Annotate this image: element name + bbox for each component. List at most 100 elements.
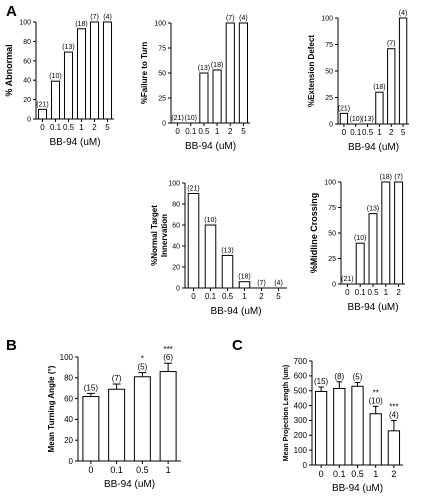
x-tick-label: 2 [92,123,97,132]
panel-letter-b: B [6,337,17,354]
sample-size-label: (8) [334,372,344,381]
x-tick-label: 1 [166,465,171,475]
y-tick-label: 100 [154,20,166,27]
bar [381,181,391,285]
x-axis-title: BB-94 (uM) [348,142,399,153]
bar [368,213,378,285]
bar [333,387,346,466]
bar [204,224,217,289]
y-tick-label: 20 [64,436,73,445]
y-tick-label: 20 [172,264,180,271]
sample-size-label: (4) [274,280,283,287]
y-tick-label: 500 [294,387,308,396]
sample-size-label: (21) [341,276,353,283]
y-tick-label: 75 [158,45,166,52]
sample-size-label: (7) [257,280,266,287]
x-tick-label: 0.1 [350,128,362,137]
sample-size-label: (4) [399,10,408,17]
y-axis-title: % Abnormal [4,44,14,96]
bar [159,371,177,462]
x-tick-label: 0 [191,292,196,301]
x-tick-label: 0.5 [222,292,234,301]
y-tick-label: 0 [176,285,180,292]
bar [387,48,396,125]
sample-size-label: (10) [350,116,362,123]
sample-size-label: (18) [75,21,87,28]
bar [187,193,200,289]
y-tick-label: 80 [23,39,31,46]
x-tick-label: 0 [175,127,180,136]
y-tick-label: 0 [69,457,74,466]
x-tick-label: 2 [396,288,401,297]
y-tick-label: 20 [23,97,31,104]
x-tick-label: 0.5 [362,128,374,137]
y-tick-label: 25 [328,256,336,263]
significance-label: *** [389,402,398,411]
sample-size-label: (7) [112,374,122,383]
chart-6: 0 20 40 60 80 100 (15) 0 (7) 0.1 (5)* 0.5 (6)*** 1 BB-… [47,345,181,490]
bar [225,22,235,124]
sample-size-label: (13) [367,206,379,213]
sample-size-label: (18) [211,62,223,69]
chart-1: 0 20 40 60 80 100 (21) 0 (10) 0.1 (13) 0.5 (18) 1 (7) 2… [4,14,114,148]
x-axis-title: BB-94 (uM) [185,141,236,152]
significance-label: *** [163,345,172,354]
sample-size-label: (7) [90,14,99,21]
bar [221,254,234,289]
sample-size-label: (7) [387,41,396,48]
x-tick-label: 0.1 [50,123,62,132]
bar [339,112,349,125]
y-tick-label: 600 [294,372,308,381]
y-tick-label: 100 [324,179,336,186]
bar [398,17,408,125]
y-tick-label: 50 [158,70,166,77]
y-tick-label: 0 [332,281,336,288]
x-tick-label: 1 [373,469,378,479]
sample-size-label: (7) [394,174,403,181]
sample-size-label: (10) [185,115,197,122]
x-tick-label: 0.1 [333,469,346,479]
sample-size-label: (21) [338,105,350,112]
sample-size-label: (13) [361,116,373,123]
x-tick-label: 1 [377,128,382,137]
bar [108,388,126,462]
y-axis-title: %Extension Defect [307,35,316,107]
y-tick-label: 50 [325,68,333,75]
panel-letter-c: C [232,337,243,354]
y-tick-label: 40 [64,415,73,424]
x-tick-label: 5 [276,292,281,301]
y-tick-label: 100 [321,15,333,22]
y-tick-label: 100 [294,446,308,455]
y-tick-label: 0 [303,461,308,470]
bar [102,21,113,120]
x-tick-label: 5 [401,128,406,137]
panel-letter-a: A [6,3,17,20]
x-tick-label: 0.1 [355,288,367,297]
x-tick-label: 0.5 [351,469,364,479]
x-tick-label: 5 [105,123,110,132]
x-tick-label: 2 [389,128,394,137]
significance-label: ** [373,388,379,397]
bar [387,430,401,466]
bar [50,80,61,120]
y-tick-label: 100 [19,19,31,26]
y-tick-label: 0 [329,121,333,128]
x-tick-label: 0.5 [63,123,75,132]
chart-2: 0 25 50 75 100 (21) 0 (10) 0.1 (13) 0.5 (18) 1 (7) 2 (4… [140,15,250,152]
x-tick-label: 1 [384,288,389,297]
sample-size-label: (18) [238,274,250,281]
sample-size-label: (10) [369,396,384,405]
y-tick-label: 40 [172,243,180,250]
y-tick-label: 75 [328,205,336,212]
chart-3: 0255075100(21)0(10)0.1(13)0.5(18)1(7)2(4… [307,10,409,153]
y-tick-label: 700 [294,357,308,366]
x-tick-label: 0 [88,465,93,475]
bar [238,281,251,289]
bar [76,28,87,120]
bar [82,396,100,462]
sample-size-label: (4) [103,14,112,21]
x-tick-label: 0.5 [198,127,210,136]
bar [212,69,222,124]
x-tick-label: 0.1 [205,292,217,301]
x-tick-label: 0 [345,288,350,297]
